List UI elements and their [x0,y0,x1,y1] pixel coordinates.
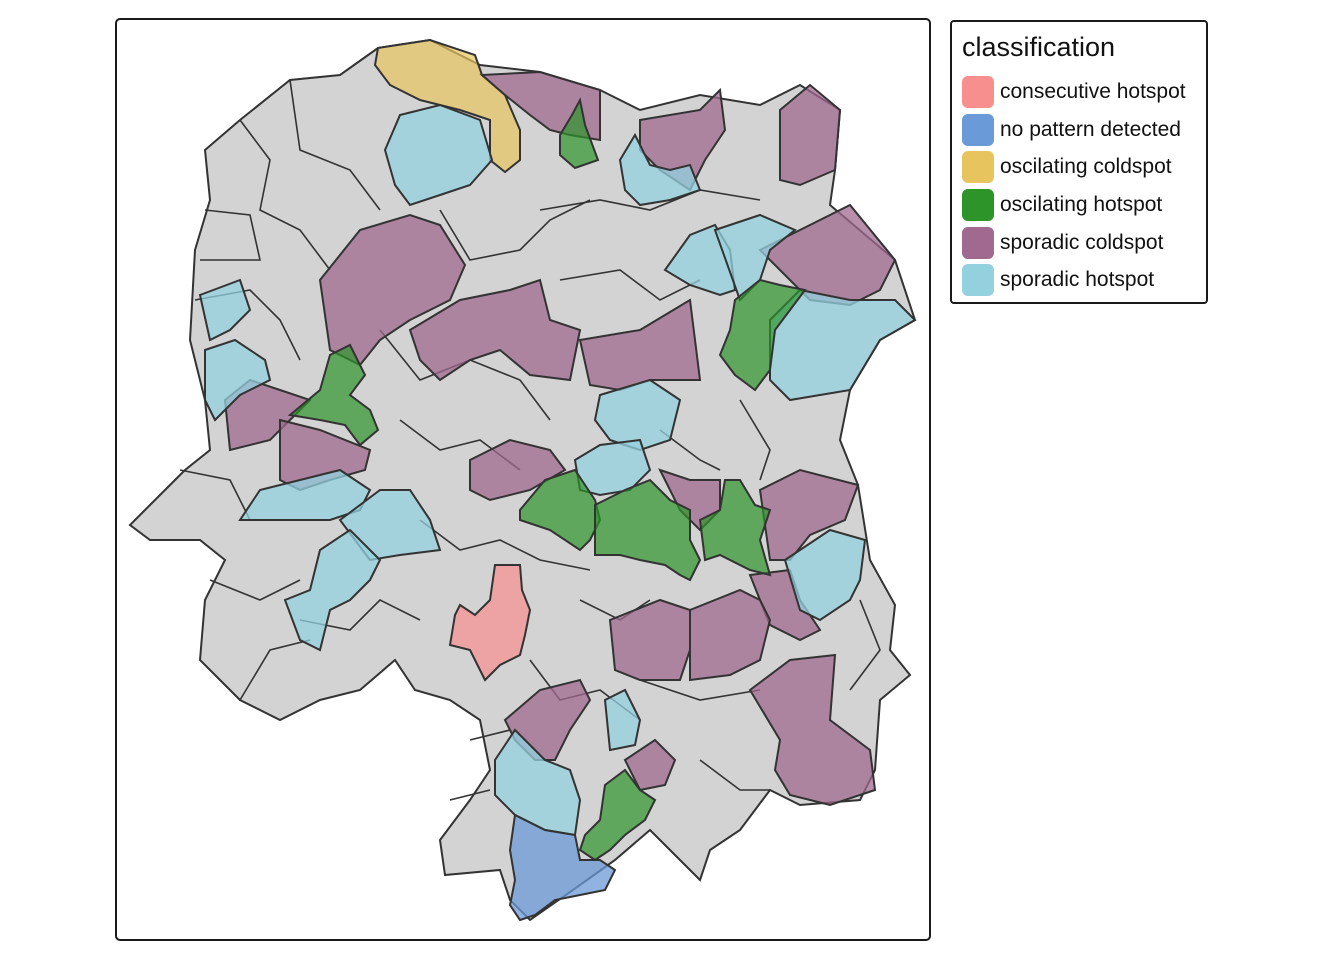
legend-item-oscilating-coldspot: oscilating coldspot [962,151,1172,183]
legend-label: oscilating hotspot [1000,193,1163,216]
regions-oscilating-hotspot [287,97,807,862]
legend-title: classification [962,32,1116,62]
regions-sporadic-coldspot [223,70,897,807]
region-oscilating-coldspot [373,38,521,174]
legend-item-no-pattern-detected: no pattern detected [962,114,1181,146]
legend-item-oscilating-hotspot: oscilating hotspot [962,189,1162,221]
legend-swatch [962,114,994,146]
region-consecutive-hotspot [448,564,532,682]
legend-label: consecutive hotspot [1000,80,1186,103]
legend-label: sporadic hotspot [1000,268,1155,291]
legend-label: no pattern detected [1000,118,1181,141]
legend-item-sporadic-coldspot: sporadic coldspot [962,227,1163,259]
legend-label: oscilating coldspot [1000,155,1172,178]
region-no-pattern-detected [508,813,617,922]
legend-swatch [962,76,994,108]
map-legend: classification consecutive hotspot no pa… [950,20,1208,304]
legend-label: sporadic coldspot [1000,231,1164,254]
regions-sporadic-hotspot [198,103,917,837]
legend-swatch [962,264,994,296]
legend-swatch [962,151,994,183]
legend-swatch [962,189,994,221]
legend-item-sporadic-hotspot: sporadic hotspot [962,264,1154,296]
legend-swatch [962,227,994,259]
legend-item-consecutive-hotspot: consecutive hotspot [962,76,1186,108]
